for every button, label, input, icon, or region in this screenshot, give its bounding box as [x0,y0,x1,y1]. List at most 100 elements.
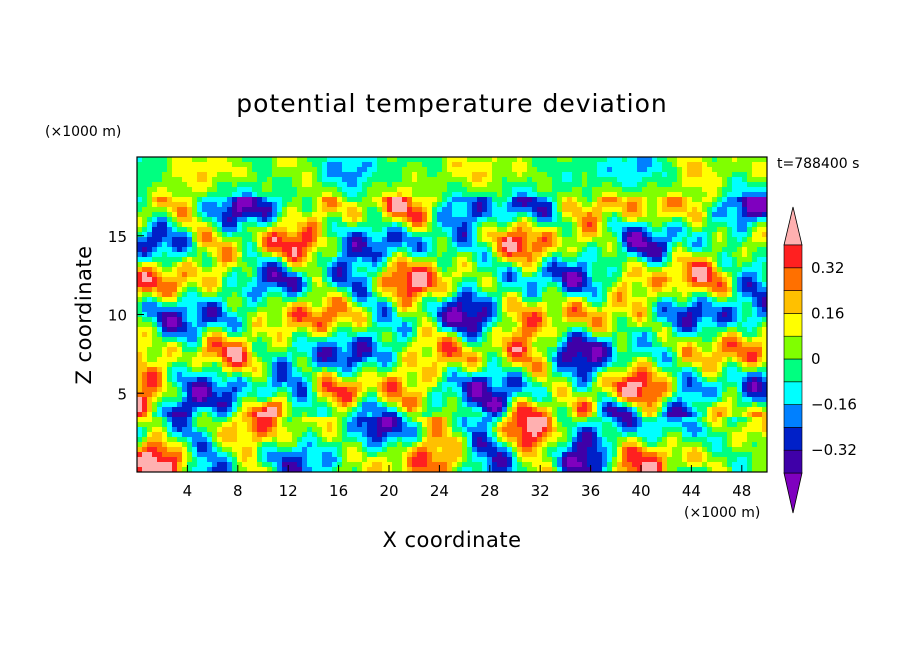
field-cell [482,232,488,238]
field-cell [757,222,763,228]
field-cell [472,227,478,233]
field-cell [517,272,523,278]
field-cell [142,177,148,183]
field-cell [512,207,518,213]
field-cell [257,182,263,188]
field-cell [337,222,343,228]
field-cell [272,322,278,328]
field-cell [232,217,238,223]
field-cell [482,257,488,263]
field-cell [357,302,363,308]
field-cell [727,327,733,333]
field-cell [467,187,473,193]
field-cell [312,247,318,253]
field-cell [702,232,708,238]
field-cell [442,212,448,218]
field-cell [152,317,158,323]
field-cell [557,277,563,283]
field-cell [267,282,273,288]
field-cell [457,287,463,293]
field-cell [272,282,278,288]
field-cell [532,162,538,168]
field-cell [557,287,563,293]
field-cell [742,192,748,198]
field-cell [327,177,333,183]
field-cell [447,262,453,268]
field-cell [577,317,583,323]
field-cell [342,342,348,348]
field-cell [372,157,378,163]
field-cell [647,272,653,278]
field-cell [412,247,418,253]
field-cell [357,172,363,178]
field-cell [222,332,228,338]
field-cell [602,282,608,288]
field-cell [197,277,203,283]
field-cell [582,347,588,353]
field-cell [197,222,203,228]
field-cell [757,342,763,348]
field-cell [187,187,193,193]
field-cell [467,302,473,308]
field-cell [202,157,208,163]
field-cell [327,182,333,188]
field-cell [762,257,767,263]
field-cell [287,332,293,338]
field-cell [517,262,523,268]
field-cell [282,247,288,253]
field-cell [547,292,553,298]
field-cell [537,232,543,238]
field-cell [727,217,733,223]
field-cell [222,207,228,213]
field-cell [412,287,418,293]
field-cell [437,232,443,238]
field-cell [627,157,633,163]
field-cell [477,277,483,283]
field-cell [617,192,623,198]
field-cell [762,312,767,318]
field-cell [212,322,218,328]
field-cell [562,277,568,283]
field-cell [752,222,758,228]
field-cell [432,177,438,183]
field-cell [267,237,273,243]
field-cell [267,292,273,298]
field-cell [612,292,618,298]
field-cell [207,342,213,348]
field-cell [137,252,143,258]
field-cell [387,307,393,313]
field-cell [637,327,643,333]
field-cell [537,237,543,243]
field-cell [332,212,338,218]
field-cell [177,237,183,243]
field-cell [582,277,588,283]
field-cell [537,307,543,313]
field-cell [197,347,203,353]
field-cell [297,242,303,248]
field-cell [592,297,598,303]
field-cell [557,157,563,163]
field-cell [702,167,708,173]
field-cell [467,227,473,233]
field-cell [292,212,298,218]
field-cell [672,277,678,283]
field-cell [432,262,438,268]
field-cell [447,167,453,173]
field-cell [417,247,423,253]
field-cell [567,232,573,238]
field-cell [442,327,448,333]
field-cell [577,307,583,313]
field-cell [252,212,258,218]
field-cell [572,252,578,258]
field-cell [367,262,373,268]
field-cell [677,307,683,313]
field-cell [632,222,638,228]
field-cell [407,302,413,308]
field-cell [452,337,458,343]
field-cell [467,217,473,223]
field-cell [562,327,568,333]
field-cell [332,302,338,308]
field-cell [487,247,493,253]
field-cell [602,242,608,248]
field-cell [417,322,423,328]
